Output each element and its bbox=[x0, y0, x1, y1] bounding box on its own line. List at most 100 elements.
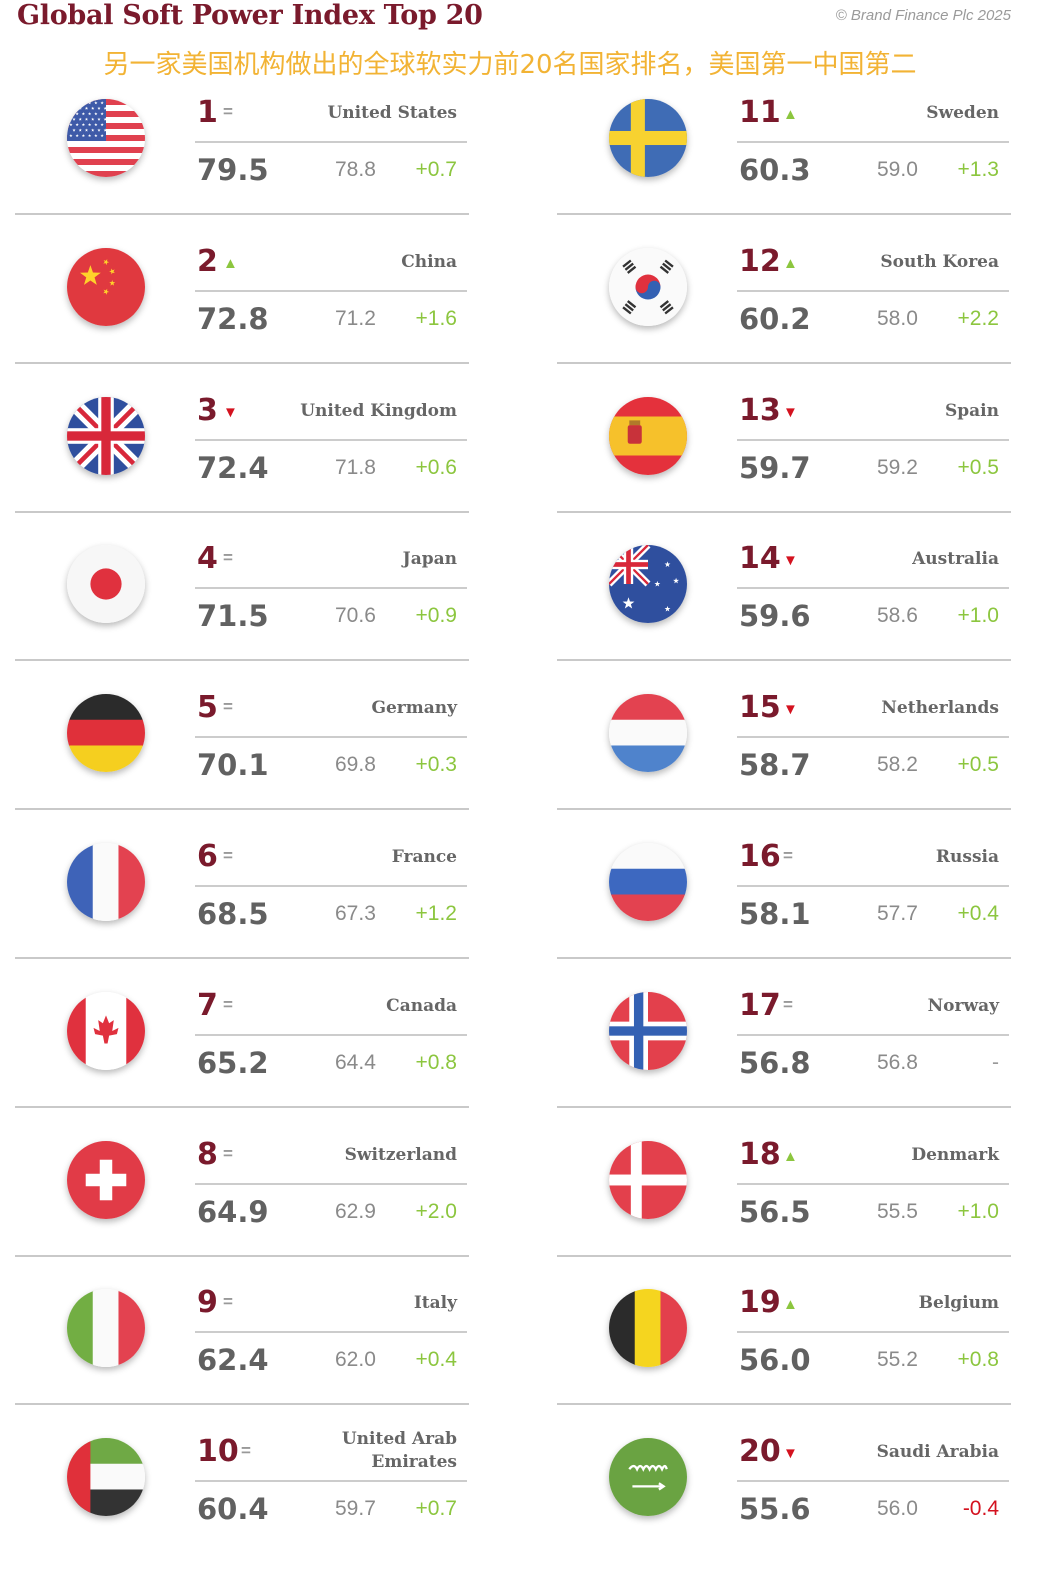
inner-divider bbox=[737, 438, 1009, 441]
row-divider bbox=[557, 1105, 1011, 1108]
previous-score: 64.4 bbox=[335, 1050, 376, 1074]
rank-number: 5 bbox=[197, 690, 218, 726]
rank-number: 13 bbox=[739, 392, 781, 428]
country-name: Denmark bbox=[911, 1144, 999, 1165]
score-value: 68.5 bbox=[197, 897, 269, 931]
ranking-card: 2 ▲ China 72.8 71.2 +1.6 bbox=[15, 244, 469, 396]
score-change: +1.6 bbox=[415, 306, 457, 330]
rank-number: 3 bbox=[197, 392, 218, 428]
row-divider bbox=[557, 361, 1011, 364]
country-name: Italy bbox=[413, 1293, 457, 1314]
us-flag bbox=[67, 99, 145, 177]
russia-flag bbox=[609, 843, 687, 921]
unchanged-indicator: = bbox=[223, 102, 233, 121]
row-divider bbox=[557, 1403, 1011, 1406]
unchanged-indicator: = bbox=[223, 697, 233, 717]
ranking-card: 1 = United States 79.5 78.8 +0.7 bbox=[15, 95, 469, 247]
ranking-card: 5 = Germany 70.1 69.8 +0.3 bbox=[15, 690, 469, 842]
score-value: 65.2 bbox=[197, 1045, 269, 1080]
country-name: Sweden bbox=[926, 103, 999, 123]
row-divider bbox=[15, 1403, 469, 1406]
inner-divider bbox=[737, 587, 1009, 590]
score-value: 64.9 bbox=[197, 1194, 269, 1229]
inner-divider bbox=[737, 141, 1009, 143]
score-value: 56.8 bbox=[739, 1045, 811, 1080]
score-change: +1.0 bbox=[957, 604, 999, 628]
rank-number: 10 bbox=[197, 1434, 239, 1470]
denmark-flag bbox=[609, 1140, 687, 1219]
row-divider bbox=[15, 659, 469, 662]
row-divider bbox=[15, 213, 469, 215]
ranking-card: 20 ▼ Saudi Arabia 55.6 56.0 -0.4 bbox=[557, 1434, 1011, 1586]
ranking-card: 16 = Russia 58.1 57.7 +0.4 bbox=[557, 839, 1011, 991]
score-change: +0.7 bbox=[415, 158, 457, 181]
rank-number: 6 bbox=[197, 839, 218, 874]
score-change: +1.0 bbox=[957, 1199, 999, 1223]
previous-score: 71.2 bbox=[335, 306, 376, 330]
rank-number: 19 bbox=[739, 1285, 781, 1321]
inner-divider bbox=[737, 1480, 1009, 1483]
rank-up-icon: ▲ bbox=[783, 1296, 798, 1314]
inner-divider bbox=[737, 1331, 1009, 1334]
rank-up-icon: ▲ bbox=[783, 106, 798, 123]
canada-flag bbox=[67, 991, 145, 1070]
country-name: France bbox=[391, 847, 457, 867]
score-value: 58.1 bbox=[739, 897, 811, 931]
score-value: 70.1 bbox=[197, 748, 269, 783]
inner-divider bbox=[195, 141, 467, 143]
rank-number: 18 bbox=[739, 1136, 781, 1172]
row-divider bbox=[15, 957, 469, 959]
score-value: 59.7 bbox=[739, 450, 811, 485]
inner-divider bbox=[737, 885, 1009, 887]
ranking-card: 11 ▲ Sweden 60.3 59.0 +1.3 bbox=[557, 95, 1011, 247]
rank-number: 8 bbox=[197, 1136, 218, 1172]
inner-divider bbox=[195, 289, 467, 292]
rank-number: 20 bbox=[739, 1434, 781, 1470]
score-value: 55.6 bbox=[739, 1492, 811, 1527]
country-name: Australia bbox=[912, 549, 999, 570]
rank-number: 14 bbox=[739, 541, 781, 577]
row-divider bbox=[557, 510, 1011, 513]
row-divider bbox=[15, 808, 469, 811]
country-name: Belgium bbox=[918, 1293, 999, 1314]
unchanged-indicator: = bbox=[241, 1441, 251, 1461]
country-name: Canada bbox=[386, 995, 457, 1016]
score-value: 72.4 bbox=[197, 450, 269, 485]
row-divider bbox=[15, 1254, 469, 1257]
rank-down-icon: ▼ bbox=[783, 701, 798, 719]
unchanged-indicator: = bbox=[223, 1143, 233, 1163]
netherlands-flag bbox=[609, 694, 687, 773]
row-divider bbox=[15, 361, 469, 364]
previous-score: 59.7 bbox=[335, 1497, 376, 1521]
score-change: +0.8 bbox=[957, 1348, 999, 1372]
score-change: +2.2 bbox=[957, 306, 999, 330]
previous-score: 58.2 bbox=[877, 753, 918, 777]
ranking-card: 7 = Canada 65.2 64.4 +0.8 bbox=[15, 988, 469, 1140]
france-flag bbox=[67, 843, 145, 921]
inner-divider bbox=[195, 885, 467, 887]
rank-number: 12 bbox=[739, 243, 781, 279]
previous-score: 56.8 bbox=[877, 1050, 918, 1074]
previous-score: 69.8 bbox=[335, 753, 376, 777]
rank-down-icon: ▼ bbox=[783, 1445, 798, 1463]
country-name: Japan bbox=[402, 549, 457, 570]
rank-up-icon: ▲ bbox=[223, 254, 238, 272]
score-change: +1.2 bbox=[415, 902, 457, 925]
previous-score: 57.7 bbox=[877, 902, 918, 925]
previous-score: 71.8 bbox=[335, 455, 376, 479]
previous-score: 58.6 bbox=[877, 604, 918, 628]
sweden-flag bbox=[609, 99, 687, 177]
score-change: -0.4 bbox=[962, 1497, 999, 1521]
ranking-card: 8 = Switzerland 64.9 62.9 +2.0 bbox=[15, 1136, 469, 1289]
row-divider bbox=[557, 957, 1011, 959]
previous-score: 78.8 bbox=[335, 158, 376, 181]
rank-number: 4 bbox=[197, 541, 218, 577]
inner-divider bbox=[195, 587, 467, 590]
rank-up-icon: ▲ bbox=[783, 1147, 798, 1165]
inner-divider bbox=[195, 1480, 467, 1483]
rank-number: 11 bbox=[739, 95, 781, 130]
score-change: +0.8 bbox=[415, 1050, 457, 1074]
score-value: 71.5 bbox=[197, 599, 269, 634]
score-value: 60.4 bbox=[197, 1492, 269, 1527]
score-change: +1.3 bbox=[957, 158, 999, 181]
